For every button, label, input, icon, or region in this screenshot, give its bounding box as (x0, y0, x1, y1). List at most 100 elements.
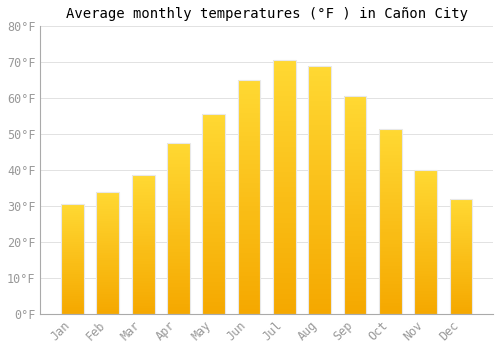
Bar (273, 152, 296, 157)
Bar (450, 247, 472, 250)
Bar (344, 231, 366, 236)
Bar (238, 136, 260, 141)
Bar (308, 170, 331, 175)
Bar (379, 270, 402, 273)
Bar (450, 300, 472, 302)
Bar (450, 277, 472, 279)
Bar (202, 226, 225, 230)
Bar (132, 308, 154, 311)
Bar (61, 224, 84, 226)
Bar (344, 284, 366, 288)
Bar (132, 264, 154, 267)
Bar (308, 185, 331, 190)
Bar (61, 296, 84, 299)
Bar (379, 184, 402, 188)
Bar (308, 116, 331, 120)
Bar (238, 225, 260, 230)
Bar (450, 295, 472, 298)
Bar (414, 242, 437, 245)
Bar (308, 205, 331, 210)
Bar (273, 233, 296, 238)
Bar (414, 219, 437, 222)
Bar (450, 309, 472, 312)
Bar (414, 239, 437, 242)
Bar (273, 121, 296, 126)
Bar (61, 257, 84, 259)
Bar (202, 142, 225, 146)
Bar (96, 265, 119, 267)
Bar (202, 170, 225, 174)
Bar (132, 236, 154, 239)
Bar (167, 242, 190, 246)
Bar (167, 270, 190, 273)
Bar (273, 187, 296, 192)
Bar (344, 153, 366, 157)
Bar (96, 282, 119, 285)
Bar (132, 184, 154, 187)
Bar (167, 307, 190, 310)
Bar (96, 238, 119, 240)
Bar (96, 204, 119, 206)
Bar (450, 291, 472, 293)
Bar (238, 253, 260, 258)
Bar (379, 273, 402, 277)
Bar (414, 279, 437, 282)
Bar (96, 214, 119, 216)
Bar (61, 294, 84, 296)
Bar (96, 270, 119, 272)
Bar (379, 132, 402, 136)
Bar (202, 242, 225, 246)
Bar (450, 217, 472, 219)
Bar (96, 250, 119, 253)
Bar (450, 282, 472, 284)
Bar (450, 233, 472, 236)
Bar (96, 228, 119, 231)
Bar (132, 228, 154, 231)
Bar (344, 127, 366, 131)
Bar (61, 217, 84, 219)
Bar (96, 292, 119, 294)
Bar (414, 291, 437, 294)
Bar (132, 253, 154, 256)
Bar (308, 135, 331, 140)
Bar (308, 105, 331, 111)
Bar (202, 302, 225, 306)
Bar (167, 143, 190, 147)
Bar (450, 240, 472, 243)
Bar (61, 219, 84, 222)
Bar (96, 221, 119, 223)
Bar (344, 118, 366, 122)
Bar (344, 157, 366, 162)
Bar (167, 147, 190, 150)
Bar (238, 141, 260, 146)
Bar (132, 192, 154, 195)
Bar (202, 282, 225, 286)
Bar (379, 129, 402, 132)
Bar (167, 143, 190, 314)
Bar (414, 251, 437, 253)
Bar (450, 231, 472, 233)
Bar (238, 183, 260, 188)
Bar (96, 309, 119, 312)
Bar (202, 186, 225, 190)
Bar (379, 173, 402, 177)
Bar (273, 197, 296, 202)
Bar (132, 175, 154, 178)
Bar (202, 222, 225, 226)
Bar (61, 272, 84, 274)
Bar (238, 118, 260, 122)
Bar (344, 301, 366, 305)
Bar (202, 126, 225, 130)
Bar (344, 309, 366, 314)
Bar (202, 118, 225, 122)
Bar (96, 243, 119, 245)
Bar (167, 191, 190, 194)
Bar (308, 219, 331, 225)
Bar (379, 307, 402, 310)
Bar (96, 211, 119, 213)
Bar (344, 271, 366, 275)
Bar (167, 287, 190, 290)
Bar (61, 246, 84, 248)
Bar (379, 192, 402, 195)
Bar (450, 289, 472, 291)
